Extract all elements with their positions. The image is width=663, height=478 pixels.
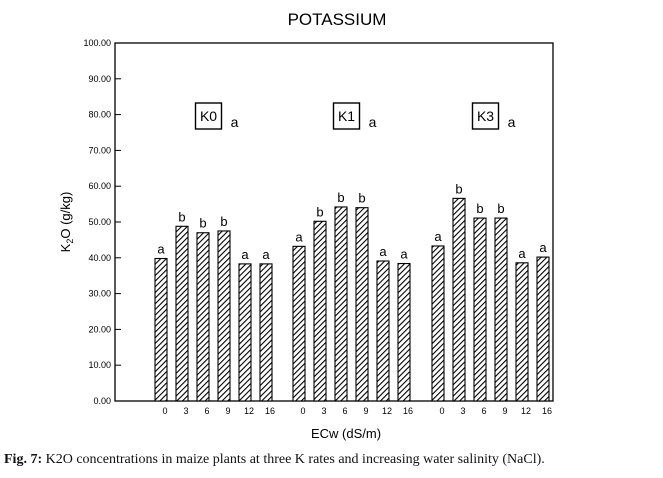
- x-tick-label: 3: [321, 406, 326, 416]
- group-label: K3: [477, 108, 494, 124]
- significance-letter: b: [178, 209, 185, 224]
- y-tick-label: 50.00: [88, 217, 111, 227]
- bar-k0-12: [238, 263, 252, 402]
- bar-k3-9: [494, 217, 508, 402]
- x-tick-label: 16: [265, 406, 275, 416]
- bar-k1-3: [313, 220, 327, 402]
- x-tick-label: 12: [521, 406, 531, 416]
- y-axis: 0.00 10.00 20.00 30.00 40.00 50.00 60.00 70.00 8…: [83, 38, 121, 406]
- significance-letter: b: [455, 181, 462, 196]
- bar-k0-3: [175, 225, 189, 402]
- x-tick-label: 3: [460, 406, 465, 416]
- bar-k3-0: [431, 245, 445, 402]
- x-tick-label: 6: [204, 406, 209, 416]
- group-label-box: [332, 102, 361, 130]
- significance-letter: a: [539, 240, 547, 255]
- x-tick-label: 16: [542, 406, 552, 416]
- significance-letter: b: [358, 191, 365, 206]
- bar-k1-9: [355, 207, 369, 402]
- significance-letter: a: [434, 229, 442, 244]
- bar-k1-6: [334, 206, 348, 402]
- group-label: K0: [200, 108, 217, 124]
- group-letter: a: [508, 114, 516, 130]
- chart-title: POTASSIUM: [288, 10, 387, 29]
- significance-letter: a: [262, 247, 270, 262]
- x-tick-label: 9: [502, 406, 507, 416]
- bar-k1-12: [376, 260, 390, 402]
- y-tick-label: 60.00: [88, 181, 111, 191]
- y-tick-label: 30.00: [88, 289, 111, 299]
- x-tick-label: 9: [225, 406, 230, 416]
- y-tick-label: 90.00: [88, 74, 111, 84]
- bar-k0-6: [196, 232, 210, 402]
- bar-k3-6: [473, 217, 487, 402]
- y-tick-label: 40.00: [88, 253, 111, 263]
- significance-letter: a: [157, 242, 165, 257]
- group-letter: a: [231, 114, 239, 130]
- x-tick-label: 16: [403, 406, 413, 416]
- x-tick-label: 0: [300, 406, 305, 416]
- bar-k1-0: [292, 245, 306, 402]
- caption-label: Fig. 7:: [4, 452, 43, 467]
- caption-text: K2O concentrations in maize plants at th…: [42, 452, 545, 467]
- group-label-box: [194, 102, 223, 130]
- x-tick-label: 6: [342, 406, 347, 416]
- significance-letter: a: [379, 244, 387, 259]
- y-axis-label: K2O (g/kg): [58, 192, 75, 253]
- bar-k3-16: [536, 256, 550, 402]
- x-axis-label: ECw (dS/m): [311, 426, 381, 441]
- x-tick-label: 12: [382, 406, 392, 416]
- group-labels: K0 a K1 a K3 a: [194, 102, 516, 130]
- x-tick-label: 3: [183, 406, 188, 416]
- x-tick-label: 0: [439, 406, 444, 416]
- y-tick-label: 80.00: [88, 110, 111, 120]
- group-label-box: [471, 102, 500, 130]
- significance-letter: a: [518, 246, 526, 261]
- bar-k3-3: [452, 197, 466, 402]
- x-axis: 0 3 6 9 12 16 0 3 6 9 12 16 0 3 6 9 12 16: [162, 406, 552, 416]
- significance-letter: a: [241, 247, 249, 262]
- x-tick-label: 9: [363, 406, 368, 416]
- significance-letter: b: [220, 214, 227, 229]
- group-letter: a: [369, 114, 377, 130]
- x-tick-label: 6: [481, 406, 486, 416]
- x-tick-label: 0: [162, 406, 167, 416]
- bar-k0-9: [217, 230, 231, 402]
- bar-k3-12: [515, 262, 529, 402]
- y-tick-label: 10.00: [88, 360, 111, 370]
- significance-letter: b: [476, 201, 483, 216]
- significance-letter: b: [199, 216, 206, 231]
- significance-letter: b: [497, 201, 504, 216]
- bar-k0-0: [154, 257, 168, 402]
- significance-letter: b: [316, 204, 323, 219]
- significance-letter: a: [400, 247, 408, 262]
- y-tick-label: 0.00: [93, 396, 111, 406]
- significance-letter: b: [337, 190, 344, 205]
- bar-k0-16: [259, 263, 273, 402]
- significance-letter: a: [295, 229, 303, 244]
- x-tick-label: 12: [244, 406, 254, 416]
- bar-k1-16: [397, 262, 411, 402]
- group-label: K1: [338, 108, 355, 124]
- y-tick-label: 70.00: [88, 145, 111, 155]
- figure-caption: Fig. 7: K2O concentrations in maize plan…: [4, 452, 659, 468]
- y-tick-label: 100.00: [83, 38, 111, 48]
- y-tick-label: 20.00: [88, 324, 111, 334]
